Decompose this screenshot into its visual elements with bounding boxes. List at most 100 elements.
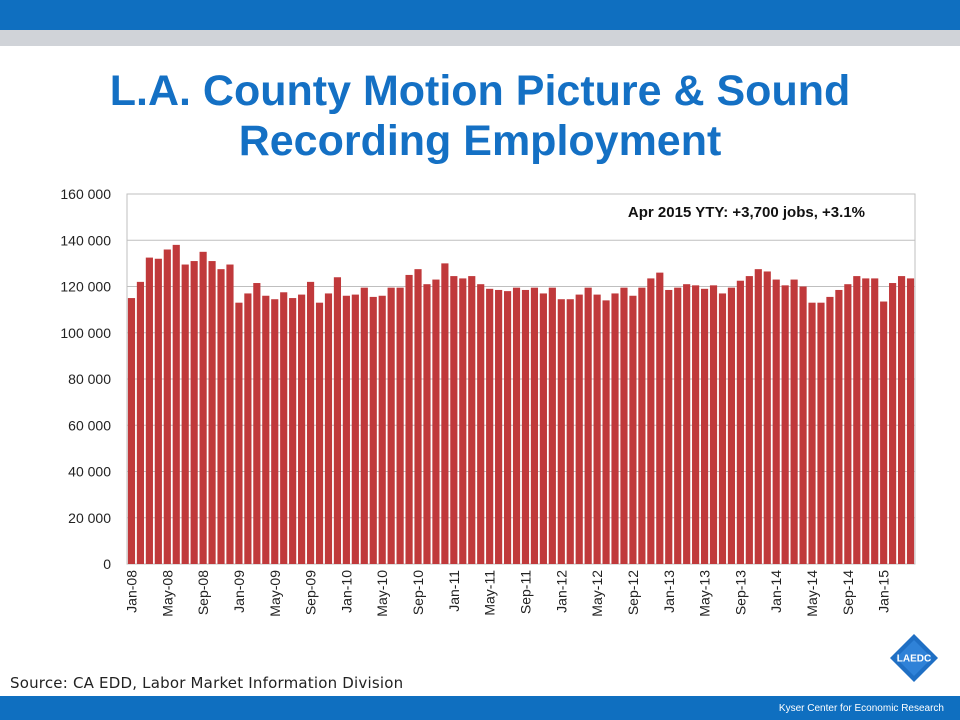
y-tick-label: 140 000 (60, 232, 111, 248)
x-tick-label: May-11 (482, 570, 498, 616)
y-tick-label: 80 000 (68, 371, 111, 387)
bar (844, 284, 852, 564)
bar (351, 294, 359, 564)
y-tick-label: 40 000 (68, 464, 111, 480)
x-tick-label: May-14 (804, 570, 820, 617)
bar (217, 269, 225, 564)
bar (280, 292, 288, 564)
x-tick-label: Jan-09 (231, 570, 247, 613)
bar (638, 287, 646, 564)
bar (790, 279, 798, 564)
bar (190, 261, 198, 564)
bar (396, 287, 404, 564)
x-tick-label: Jan-13 (661, 570, 677, 613)
bar (360, 287, 368, 564)
bar (342, 295, 350, 564)
bar (629, 295, 637, 564)
bar (432, 279, 440, 564)
bar (477, 284, 485, 564)
bar (871, 278, 879, 564)
bar (709, 285, 718, 564)
x-tick-label: Sep-14 (840, 570, 856, 615)
bar (378, 295, 386, 564)
y-tick-label: 60 000 (68, 417, 111, 433)
bar (459, 278, 467, 564)
bar (683, 284, 691, 564)
bar (853, 276, 861, 564)
bar (539, 293, 547, 564)
bar (880, 301, 888, 564)
bar (772, 279, 780, 564)
bar (611, 293, 619, 564)
bar (781, 285, 789, 564)
bar (495, 289, 503, 564)
bar (593, 294, 601, 564)
x-tick-label: Sep-11 (517, 570, 533, 614)
bar (405, 274, 413, 564)
bar (808, 302, 816, 564)
x-tick-label: Sep-13 (732, 570, 748, 615)
bar (674, 287, 682, 564)
bar (208, 261, 216, 564)
bar (548, 287, 556, 564)
bar (244, 293, 252, 564)
bar (154, 258, 162, 564)
bar (423, 284, 431, 564)
x-tick-label: Sep-08 (195, 570, 211, 615)
bar (566, 299, 574, 564)
bar (199, 251, 207, 564)
source-note: Source: CA EDD, Labor Market Information… (10, 674, 404, 692)
bar (763, 271, 771, 564)
y-tick-label: 160 000 (60, 186, 111, 202)
bar (315, 302, 324, 564)
bar (754, 269, 762, 564)
y-tick-label: 120 000 (60, 279, 111, 295)
bar (521, 289, 530, 564)
bar (441, 263, 449, 564)
bar (862, 278, 870, 564)
bar (620, 287, 628, 564)
bar (127, 298, 136, 564)
bar (387, 287, 395, 564)
x-tick-label: May-10 (374, 570, 390, 617)
bar (692, 285, 700, 564)
x-tick-label: May-13 (697, 570, 713, 617)
logo-text: LAEDC (897, 654, 931, 665)
x-tick-label: Jan-15 (876, 570, 892, 613)
bar (369, 296, 377, 564)
x-tick-label: Jan-12 (553, 570, 569, 613)
x-tick-label: Jan-11 (446, 570, 462, 612)
bar (665, 289, 673, 564)
y-tick-label: 20 000 (68, 510, 111, 526)
x-tick-label: May-12 (589, 570, 605, 617)
bar (298, 294, 306, 564)
bar (450, 276, 458, 564)
x-tick-label: Jan-08 (123, 570, 139, 613)
x-tick-label: Jan-14 (768, 570, 784, 613)
x-tick-label: Sep-09 (303, 570, 319, 615)
bar (503, 291, 512, 564)
header-sub-bar (0, 30, 960, 46)
bar (700, 288, 709, 564)
bar (906, 278, 915, 564)
bar (817, 302, 825, 564)
bar (163, 249, 171, 564)
bar (136, 281, 145, 564)
y-tick-label: 100 000 (60, 325, 111, 341)
bar (512, 287, 521, 564)
bar (306, 281, 315, 564)
bar (602, 300, 610, 564)
header-bar (0, 0, 960, 30)
x-tick-label: Jan-10 (338, 570, 354, 613)
bar (826, 296, 834, 564)
bar (557, 299, 565, 564)
title-line-1: L.A. County Motion Picture & Sound (109, 67, 851, 115)
bar (262, 295, 270, 564)
bar (889, 283, 897, 564)
bar (835, 289, 843, 564)
bar (736, 280, 744, 564)
bar (333, 277, 342, 564)
bar (324, 293, 333, 564)
bar (584, 287, 592, 564)
